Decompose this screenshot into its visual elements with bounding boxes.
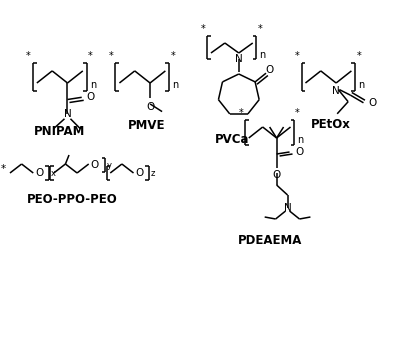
Text: *: *: [88, 51, 93, 61]
Text: N: N: [235, 54, 243, 64]
Text: O: O: [266, 65, 274, 75]
Text: *: *: [238, 108, 243, 118]
Text: PEtOx: PEtOx: [310, 118, 350, 131]
Text: PNIPAM: PNIPAM: [34, 125, 85, 138]
Text: PVCa: PVCa: [215, 133, 249, 146]
Text: O: O: [136, 168, 144, 178]
Text: n: n: [90, 80, 96, 90]
Text: O: O: [146, 102, 154, 113]
Text: O: O: [35, 168, 43, 178]
Text: *: *: [295, 51, 299, 61]
Text: N: N: [332, 86, 340, 96]
Text: x: x: [51, 169, 56, 178]
Text: O: O: [273, 170, 281, 180]
Text: n: n: [172, 80, 178, 90]
Text: *: *: [295, 108, 300, 118]
Text: O: O: [87, 92, 95, 102]
Text: *: *: [1, 164, 6, 174]
Text: N: N: [284, 203, 292, 213]
Text: n: n: [359, 80, 364, 90]
Text: PDEAEMA: PDEAEMA: [238, 234, 302, 247]
Text: O: O: [91, 160, 99, 170]
Text: *: *: [170, 51, 175, 61]
Text: *: *: [109, 51, 113, 61]
Text: n: n: [297, 135, 303, 145]
Text: y: y: [107, 161, 112, 170]
Text: O: O: [368, 98, 377, 108]
Text: *: *: [257, 24, 262, 34]
Text: PEO-PPO-PEO: PEO-PPO-PEO: [27, 193, 118, 206]
Text: PMVE: PMVE: [128, 119, 165, 132]
Text: *: *: [356, 51, 361, 61]
Text: z: z: [151, 169, 155, 178]
Text: N: N: [63, 109, 71, 119]
Text: *: *: [26, 51, 31, 61]
Text: O: O: [296, 147, 304, 157]
Text: *: *: [201, 24, 205, 34]
Text: n: n: [259, 50, 266, 60]
